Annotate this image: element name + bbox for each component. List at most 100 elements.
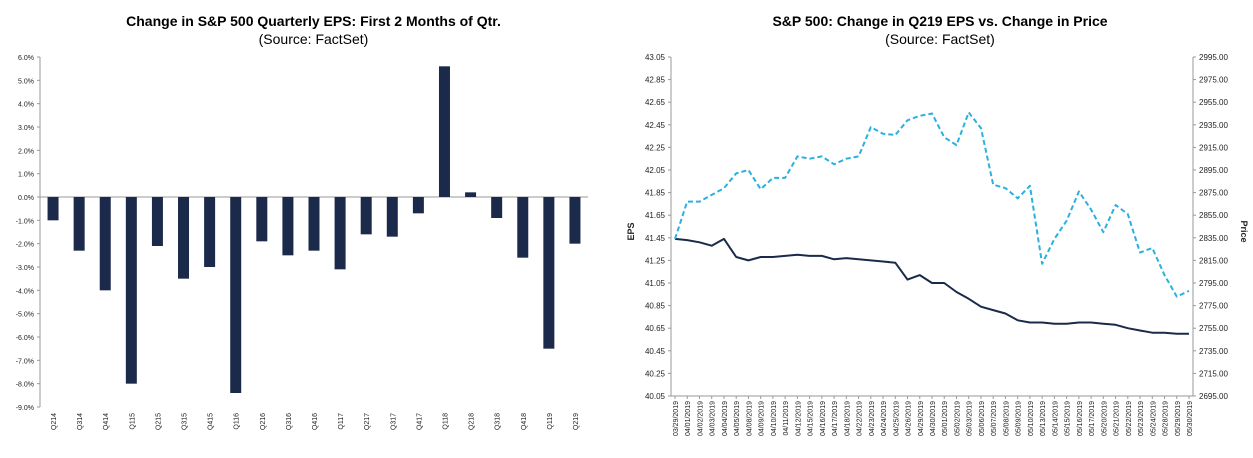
y-tick-label: 41.25 [645,256,666,265]
x-tick-label: 04/02/2019 [697,401,704,436]
x-tick-label: 05/14/2019 [1052,401,1059,436]
x-tick-label: 04/01/2019 [685,401,692,436]
y2-tick-label: 2815.00 [1199,256,1228,265]
bar [438,66,450,197]
x-tick-label: 05/30/2019 [1187,401,1194,436]
y-tick-label: -9.0% [16,405,34,412]
right-chart-subtitle: (Source: FactSet) [885,31,995,47]
y2-tick-label: 2995.00 [1199,53,1228,62]
x-tick-label: 05/13/2019 [1040,401,1047,436]
x-tick-label: 05/07/2019 [991,401,998,436]
x-tick-label: Q314 [77,413,84,430]
y-tick-label: 40.65 [645,324,666,333]
y2-tick-label: 2935.00 [1199,121,1228,130]
x-tick-label: 05/01/2019 [942,401,949,436]
y2-tick-label: 2895.00 [1199,166,1228,175]
y2-tick-label: 2695.00 [1199,392,1228,401]
bar [125,197,137,384]
x-tick-label: 05/06/2019 [979,401,986,436]
right-line-chart: 43.05 42.85 42.65 42.45 42.25 42.05 41.85 41.65… [627,53,1249,436]
bar [282,197,294,256]
y2-tick-label: 2755.00 [1199,324,1228,333]
bar [256,197,268,242]
x-tick-label: Q215 [155,413,162,430]
y-tick-label: 4.0% [18,102,34,109]
y-axis-label: EPS [627,222,636,240]
x-tick-label: 05/08/2019 [1003,401,1010,436]
bar [334,197,346,270]
x-tick-label: 04/11/2019 [783,401,790,436]
x-tick-label: 05/10/2019 [1028,401,1035,436]
bar [151,197,163,246]
left-bar-chart: 6.0% 5.0% 4.0% 3.0% 2.0% 1.0% 0.0% -1.0% -2.0% -3… [16,55,588,430]
x-tick-label: 04/10/2019 [771,401,778,436]
x-tick-label: 04/08/2019 [746,401,753,436]
bar [230,197,242,393]
y-tick-label: 2.0% [18,148,34,155]
y-tick-label: -4.0% [16,288,34,295]
x-tick-label: 04/24/2019 [881,401,888,436]
bar [543,197,555,349]
y-tick-label: 40.25 [645,369,666,378]
y2-tick-label: 2835.00 [1199,234,1228,243]
y2-tick-label: 2775.00 [1199,302,1228,311]
right-chart-panel: S&P 500: Change in Q219 EPS vs. Change i… [627,0,1253,458]
x-tick-label: 04/26/2019 [906,401,913,436]
x-tick-label: 04/25/2019 [893,401,900,436]
y2-tick-label: 2795.00 [1199,279,1228,288]
y-tick-label: 41.45 [645,234,666,243]
x-tick-label: Q417 [416,413,423,430]
x-tick-label: 04/04/2019 [722,401,729,436]
x-tick-label: Q418 [521,413,528,430]
bar [204,197,216,267]
x-tick-label: 04/18/2019 [844,401,851,436]
x-tick-label: 04/03/2019 [710,401,717,436]
y-tick-label: 6.0% [18,55,34,62]
x-tick-label: Q414 [103,413,110,430]
x-tick-label: Q118 [442,413,449,430]
y-tick-label: -6.0% [16,335,34,342]
price-series-line [674,111,1190,298]
y-tick-label: -5.0% [16,312,34,319]
y-tick-label: 0.0% [18,195,34,202]
x-tick-label: 04/30/2019 [930,401,937,436]
bar [569,197,581,244]
x-tick-label: Q119 [547,413,554,430]
left-chart-panel: Change in S&P 500 Quarterly EPS: First 2… [16,13,588,430]
x-tick-label: Q415 [208,413,215,430]
y-tick-label: 41.65 [645,211,666,220]
bar [517,197,529,258]
y2-axis-label: Price [1239,220,1249,242]
x-tick-label: 05/29/2019 [1175,401,1182,436]
y2-tick-label: 2735.00 [1199,347,1228,356]
x-tick-label: 04/12/2019 [795,401,802,436]
left-chart-title: Change in S&P 500 Quarterly EPS: First 2… [126,13,501,29]
y2-tick-label: 2955.00 [1199,98,1228,107]
x-tick-label: 05/24/2019 [1150,401,1157,436]
y-tick-label: 40.85 [645,302,666,311]
x-tick-label: Q216 [260,413,267,430]
y-tick-label: 42.45 [645,121,666,130]
bar [465,192,477,197]
y-tick-label: 42.65 [645,98,666,107]
x-tick-label: 05/15/2019 [1065,401,1072,436]
x-tick-label: Q317 [390,413,397,430]
y-tick-label: 42.85 [645,76,666,85]
x-tick-label: 04/29/2019 [918,401,925,436]
x-tick-label: 05/09/2019 [1016,401,1023,436]
bar [308,197,320,251]
x-tick-label: Q318 [495,413,502,430]
x-tick-label: 05/28/2019 [1163,401,1170,436]
x-tick-label: 05/22/2019 [1126,401,1133,436]
x-tick-label: 05/23/2019 [1138,401,1145,436]
bar [178,197,190,279]
left-chart-subtitle: (Source: FactSet) [258,31,369,47]
y-tick-label: -7.0% [16,358,34,365]
y2-tick-label: 2975.00 [1199,76,1228,85]
x-tick-label: 05/03/2019 [967,401,974,436]
bar [99,197,111,291]
x-tick-label: 03/29/2019 [673,401,680,436]
y-tick-label: 43.05 [645,53,666,62]
eps-series-line [674,237,1189,335]
x-tick-label: Q219 [573,413,580,430]
